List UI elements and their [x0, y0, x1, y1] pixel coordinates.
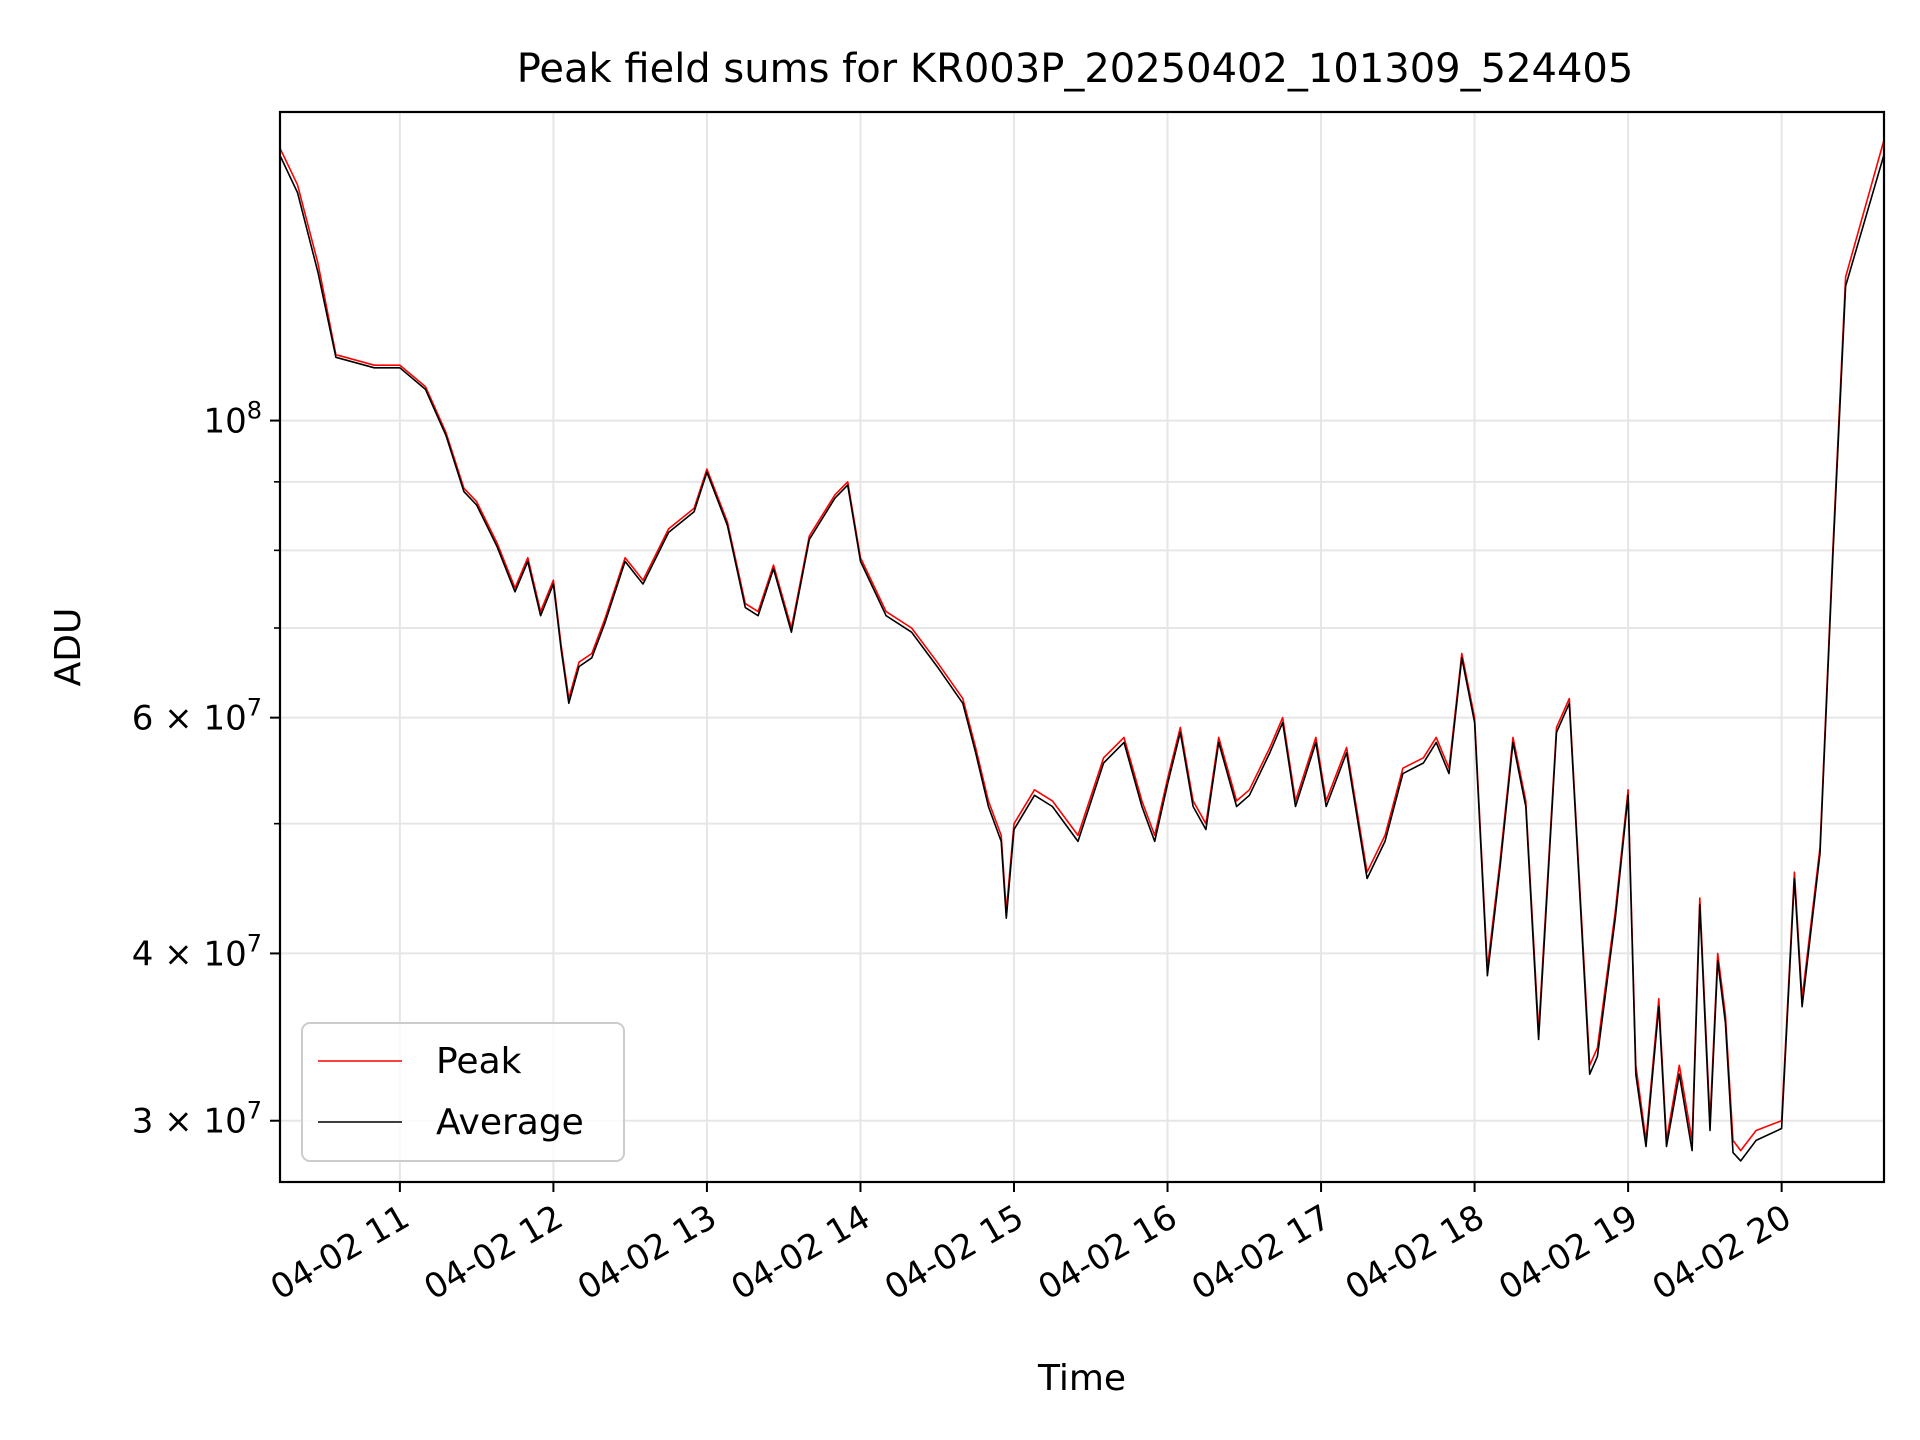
y-tick-label: 4 × 107 [132, 929, 262, 974]
legend-label-average: Average [436, 1102, 584, 1143]
series-line-peak [278, 139, 1885, 1152]
chart-title: Peak field sums for KR003P_20250402_1013… [517, 46, 1634, 92]
y-tick-label: 108 [203, 397, 262, 442]
y-tick-label: 3 × 107 [132, 1097, 262, 1142]
legend-label-peak: Peak [436, 1041, 522, 1082]
y-tick-label: 6 × 107 [132, 694, 262, 739]
y-axis-label: ADU [48, 608, 89, 687]
legend: Peak Average [301, 1022, 625, 1162]
series-lines [278, 139, 1885, 1162]
y-axis-ticks: 108 6 × 107 4 × 107 3 × 107 [132, 397, 280, 1142]
legend-box [301, 1022, 625, 1162]
x-axis-label: Time [1037, 1358, 1126, 1399]
series-line-average [278, 154, 1885, 1162]
plot-frame [278, 110, 1886, 1184]
